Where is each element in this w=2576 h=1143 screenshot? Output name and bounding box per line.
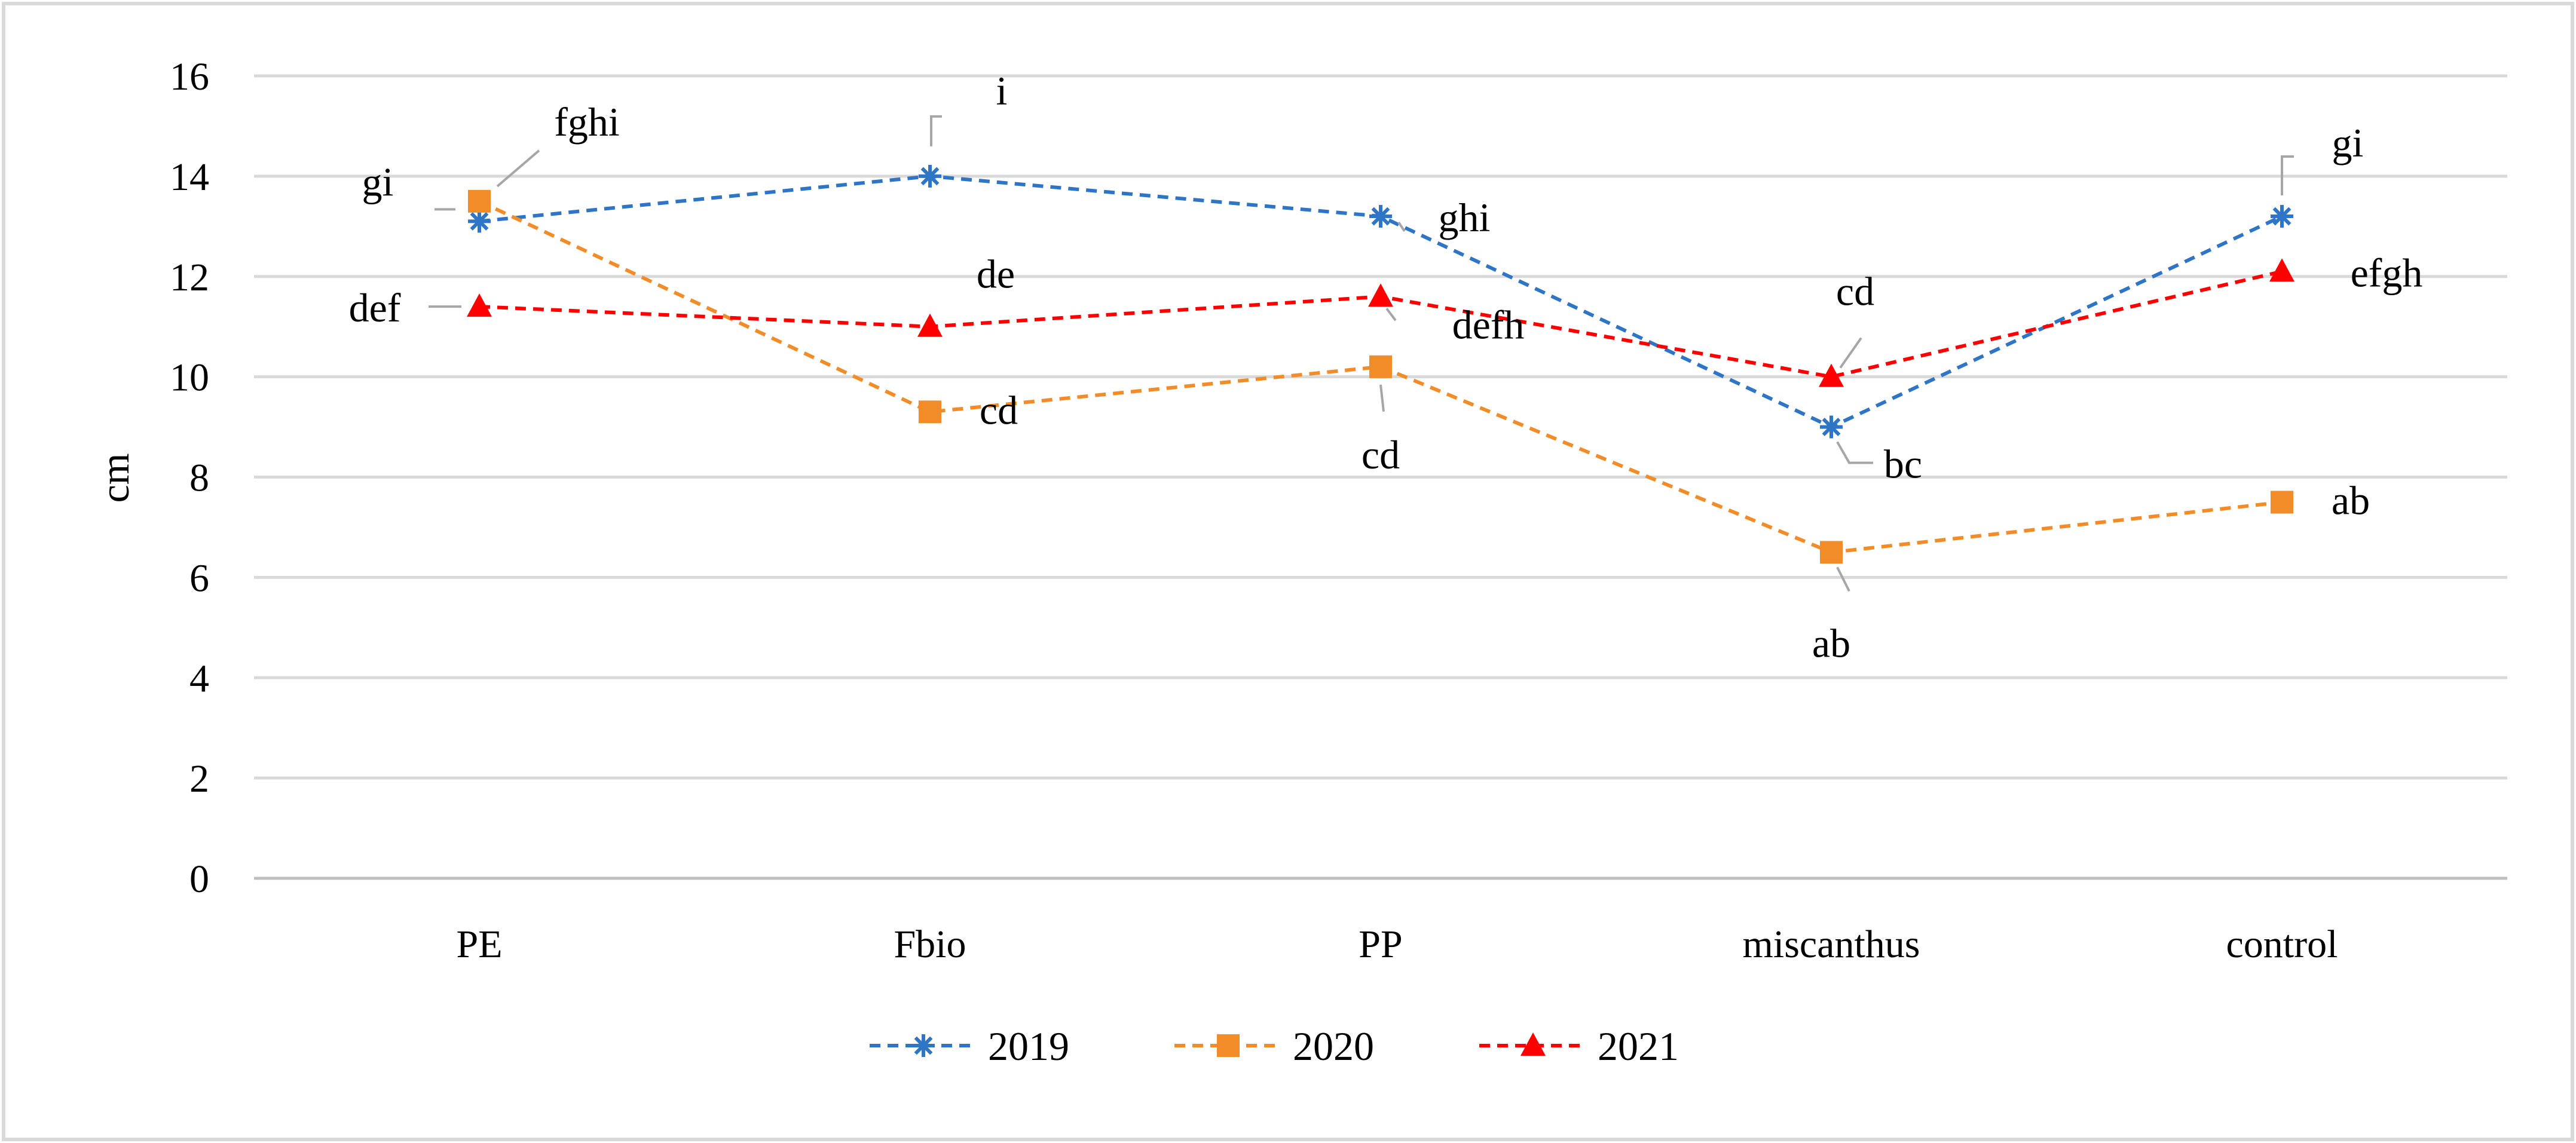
y-tick-label: 12 [170,256,209,299]
marker-2020-Fbio [919,400,941,424]
x-tick-label: PP [1359,923,1402,966]
marker-2021-Fbio [917,313,943,337]
legend-label-2021: 2021 [1598,1024,1679,1069]
data-label-2019-control: gi [2332,120,2364,166]
data-label-2021-control: efgh [2351,250,2423,295]
y-tick-label: 14 [170,155,209,199]
marker-2020-control [2271,491,2293,514]
y-tick-label: 4 [189,657,209,700]
label-leader-line [1397,221,1406,232]
x-tick-label: Fbio [894,923,966,966]
marker-2019-PE [468,210,491,233]
data-labels: gi i ghi bc gi fghi cd cd ab ab def de defh cd efgh [349,68,2423,666]
legend-marker-2021 [1520,1032,1546,1056]
data-label-2020-control: ab [2332,477,2370,523]
label-leader-line [2281,155,2294,196]
marker-2019-control [2271,205,2293,228]
x-tick-label: PE [456,923,502,966]
data-label-2019-miscanthus: bc [1884,442,1922,487]
label-leader-line [1836,566,1850,592]
legend: 2019 2020 2021 [870,1024,1679,1069]
data-label-2021-PE: def [349,285,401,330]
data-label-2021-miscanthus: cd [1836,269,1874,314]
x-tick-label: miscanthus [1743,923,1920,966]
y-tick-label: 0 [189,857,209,901]
marker-2019-PP [1369,205,1392,228]
y-tick-label: 10 [170,356,209,400]
y-tick-label: 8 [189,456,209,500]
x-tick-label: control [2226,923,2338,966]
marker-2020-PP [1369,355,1392,378]
data-label-2019-Fbio: i [996,68,1008,114]
data-label-2020-Fbio: cd [980,387,1018,433]
y-tick-label: 6 [189,556,209,600]
label-leader-line [496,149,540,188]
legend-label-2020: 2020 [1293,1024,1374,1069]
marker-2021-control [2269,258,2294,282]
marker-2020-PE [468,189,491,213]
y-tick-label: 16 [170,55,209,99]
marker-2019-miscanthus [1820,415,1843,439]
legend-marker-2019 [912,1034,935,1057]
data-label-2021-Fbio: de [977,252,1015,297]
label-leader-line [1836,441,1873,464]
data-label-2020-PE: fghi [554,99,620,145]
marker-2021-PP [1368,283,1393,307]
marker-2021-miscanthus [1819,363,1844,387]
y-tick-label: 2 [189,757,209,801]
series-lines [467,164,2294,564]
marker-2019-Fbio [919,164,941,188]
label-leader-line [930,115,942,146]
data-label-2019-PP: ghi [1439,195,1491,240]
legend-marker-2020 [1217,1034,1240,1057]
label-leader-line [1379,384,1385,412]
label-leader-line [1839,337,1862,369]
data-label-2019-PE: gi [362,159,394,204]
y-axis-title: cm [92,453,137,502]
data-label-2020-PP: cd [1362,432,1400,477]
data-label-2020-miscanthus: ab [1812,620,1850,666]
marker-2021-PE [467,293,492,317]
legend-label-2019: 2019 [988,1024,1069,1069]
data-label-2021-PP: defh [1452,302,1525,347]
axes: cm 0 2 4 6 8 10 12 14 16 PE Fbio PP miscanthus contro… [92,55,2338,966]
marker-2020-miscanthus [1820,541,1843,564]
label-leader-line [1385,308,1397,321]
